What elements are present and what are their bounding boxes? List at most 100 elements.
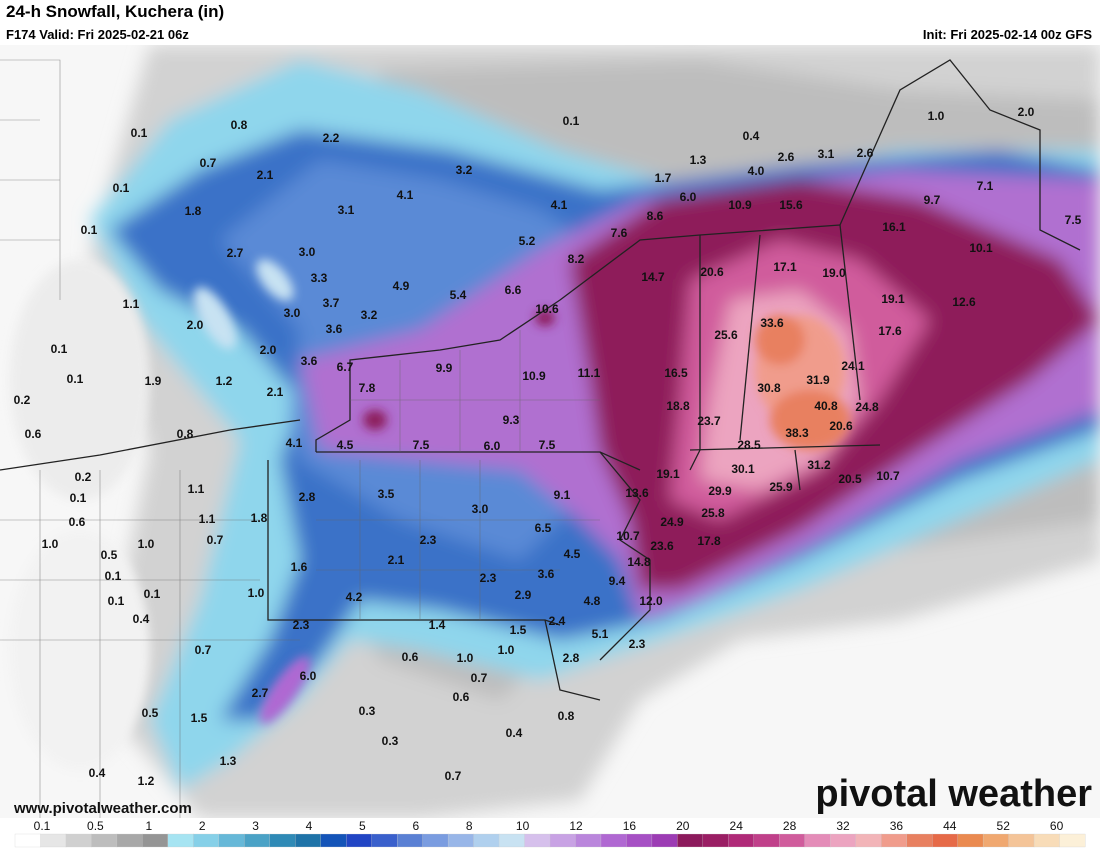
snowfall-label: 10.7 [876,469,900,483]
snowfall-label: 19.1 [656,467,680,481]
colorbar-cell [931,833,959,848]
snowfall-label: 4.5 [337,438,354,452]
snowfall-label: 6.5 [535,521,552,535]
snowfall-label: 2.1 [257,168,274,182]
snowfall-label: 18.8 [666,399,690,413]
colorbar-label: 5 [359,819,366,833]
colorbar-label: 10 [516,819,530,833]
snowfall-label: 6.0 [300,669,317,683]
snowfall-label: 28.5 [737,438,761,452]
colorbar-cell [167,833,194,848]
colorbar-label: 3 [252,819,259,833]
colorbar-label: 32 [836,819,850,833]
snowfall-label: 14.8 [627,555,651,569]
snowfall-label: 3.0 [472,502,489,516]
snowfall-label: 1.0 [42,537,59,551]
snowfall-label: 2.3 [420,533,437,547]
snowfall-label: 12.6 [952,295,976,309]
colorbar-label: 16 [623,819,637,833]
snowfall-label: 9.3 [503,413,520,427]
snowfall-label: 2.3 [629,637,646,651]
snowfall-label: 3.0 [299,245,316,259]
map-labels: 0.1 0.8 2.2 0.1 0.4 1.0 2.0 0.7 2.1 3.2 1.3 2.6 3.1 2… [14,105,1082,788]
snowfall-label: 5.4 [450,288,467,302]
snowfall-label: 0.1 [563,114,580,128]
colorbar-cell [524,833,551,848]
colorbar-cell [728,833,755,848]
snowfall-label: 24.9 [660,515,684,529]
snowfall-label: 0.1 [105,569,122,583]
snowfall-label: 19.0 [822,266,846,280]
snowfall-label: 2.3 [293,618,310,632]
snowfall-label: 24.1 [841,359,865,373]
snowfall-label: 0.7 [207,533,224,547]
snowfall-label: 3.0 [284,306,301,320]
snowfall-label: 0.6 [25,427,42,441]
snowfall-label: 3.5 [378,487,395,501]
snowfall-label: 0.6 [69,515,86,529]
snowfall-label: 33.6 [760,316,784,330]
colorbar-cell [600,833,627,848]
colorbar-cell [702,833,729,848]
snowfall-label: 16.5 [664,366,688,380]
logo: pivotal weather [815,773,1092,815]
snowfall-label: 8.6 [647,209,664,223]
colorbar-cell [320,833,347,848]
snowfall-label: 0.1 [67,372,84,386]
snowfall-label: 17.1 [773,260,797,274]
snowfall-label: 1.0 [138,537,155,551]
snowfall-label: 1.4 [429,618,446,632]
snowfall-label: 2.0 [260,343,277,357]
snowfall-label: 3.2 [456,163,473,177]
snowfall-label: 0.1 [70,491,87,505]
colorbar-cell [14,833,41,848]
map [0,45,1100,818]
colorbar-cell [269,833,296,848]
snowfall-label: 25.9 [769,480,793,494]
colorbar-label: 52 [997,819,1011,833]
valid-time: F174 Valid: Fri 2025-02-21 06z [6,27,189,42]
snowfall-label: 7.5 [539,438,556,452]
colorbar-label: 4 [306,819,313,833]
snowfall-label: 2.6 [778,150,795,164]
snowfall-label: 0.4 [133,612,150,626]
snowfall-label: 2.6 [857,146,874,160]
snowfall-label: 29.9 [708,484,732,498]
snowfall-label: 0.8 [177,427,194,441]
snowfall-label: 1.3 [220,754,237,768]
snowfall-label: 1.2 [216,374,233,388]
snowfall-label: 0.1 [108,594,125,608]
snowfall-label: 25.8 [701,506,725,520]
colorbar-cell [65,833,92,848]
snowfall-label: 0.5 [142,706,159,720]
colorbar-cell [447,833,475,848]
colorbar-label: 36 [890,819,904,833]
snowfall-label: 3.1 [818,147,835,161]
snowfall-label: 1.9 [145,374,162,388]
snowfall-label: 0.3 [359,704,376,718]
colorbar-label: 2 [199,819,206,833]
map-title: 24-h Snowfall, Kuchera (in) [6,2,224,21]
colorbar-cell [1033,833,1060,848]
snowfall-label: 30.8 [757,381,781,395]
snowfall-label: 2.4 [549,614,566,628]
colorbar-cell [779,833,806,848]
snowfall-label: 2.8 [563,651,580,665]
snowfall-label: 0.1 [113,181,130,195]
snowfall-label: 3.1 [338,203,355,217]
colorbar-cell [906,833,933,848]
snowfall-label: 1.7 [655,171,672,185]
snowfall-label: 0.7 [195,643,212,657]
snowfall-label: 2.8 [299,490,316,504]
snowfall-label: 7.6 [611,226,628,240]
colorbar: 0.1 0.5 1 2 3 4 5 6 8 10 12 16 20 24 28 32 36 44 52 60 [0,818,1100,850]
snowfall-label: 1.0 [928,109,945,123]
snowfall-label: 3.6 [326,322,343,336]
snowfall-label: 23.6 [650,539,674,553]
snowfall-label: 7.5 [413,438,430,452]
snowfall-label: 4.0 [748,164,765,178]
snowfall-label: 1.1 [199,512,216,526]
snowfall-label: 20.6 [829,419,853,433]
colorbar-cell [498,833,525,848]
colorbar-cell [116,833,143,848]
